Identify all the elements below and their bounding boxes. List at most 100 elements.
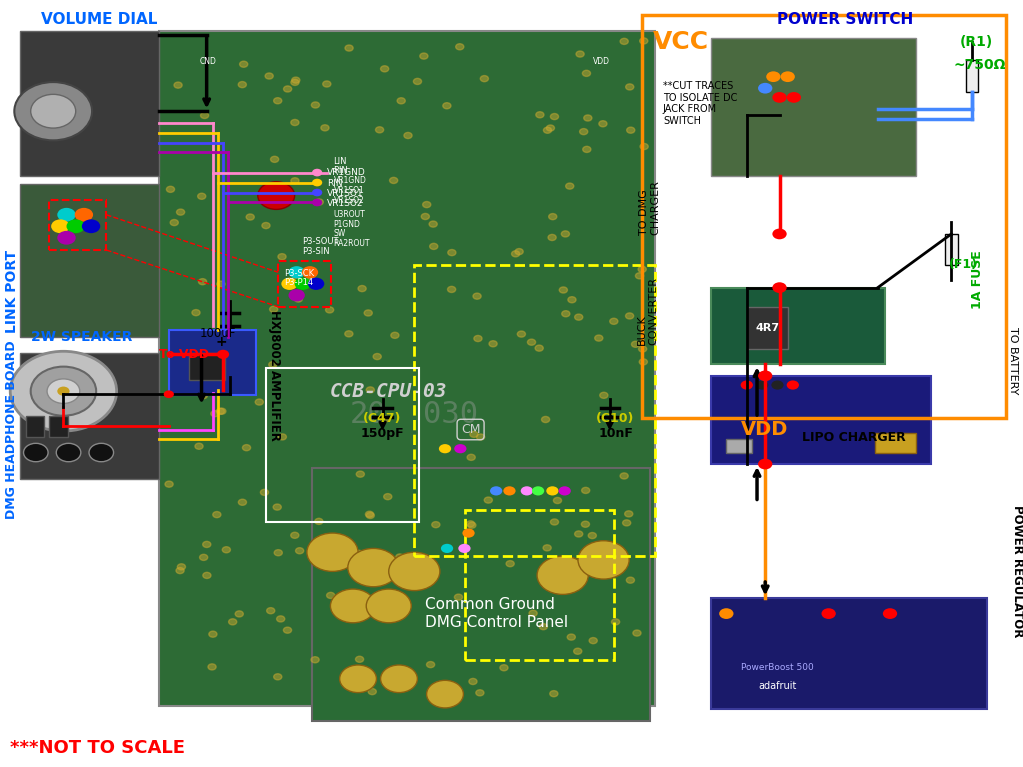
Circle shape <box>201 113 209 119</box>
Circle shape <box>311 102 319 108</box>
Bar <box>966 60 978 92</box>
Text: VDD: VDD <box>593 57 611 66</box>
Circle shape <box>639 38 648 44</box>
Text: VR1SO2: VR1SO2 <box>333 196 364 205</box>
Circle shape <box>543 545 551 551</box>
Text: CND: CND <box>199 57 216 66</box>
Circle shape <box>31 367 96 416</box>
Circle shape <box>528 339 536 345</box>
Circle shape <box>312 189 322 196</box>
Circle shape <box>515 249 523 255</box>
Circle shape <box>719 608 733 619</box>
Circle shape <box>883 608 897 619</box>
Circle shape <box>199 393 208 399</box>
Circle shape <box>238 499 247 505</box>
Circle shape <box>448 249 456 255</box>
Circle shape <box>296 548 304 554</box>
Text: 4R7: 4R7 <box>755 322 780 333</box>
Circle shape <box>203 572 211 578</box>
Bar <box>26 416 44 437</box>
Circle shape <box>216 330 224 336</box>
Circle shape <box>640 143 649 150</box>
Bar <box>20 353 159 479</box>
Circle shape <box>384 494 392 500</box>
Text: BUCK
CONVERTER: BUCK CONVERTER <box>636 277 659 344</box>
Circle shape <box>373 354 382 360</box>
Circle shape <box>512 251 520 257</box>
Circle shape <box>261 489 269 495</box>
Circle shape <box>278 434 286 440</box>
Text: POWER REGULATOR: POWER REGULATOR <box>1012 505 1023 637</box>
Text: POWER SWITCH: POWER SWITCH <box>777 12 914 27</box>
Circle shape <box>473 293 481 299</box>
Circle shape <box>548 235 557 241</box>
Circle shape <box>403 577 411 583</box>
Circle shape <box>489 341 497 347</box>
Circle shape <box>787 92 801 103</box>
Circle shape <box>610 318 618 324</box>
Circle shape <box>612 619 620 625</box>
Circle shape <box>209 631 217 637</box>
Circle shape <box>771 380 784 390</box>
Circle shape <box>89 443 114 462</box>
Circle shape <box>477 434 485 440</box>
Circle shape <box>575 314 583 320</box>
Circle shape <box>57 231 76 245</box>
Circle shape <box>454 444 466 453</box>
Circle shape <box>772 92 787 103</box>
Text: U3ROUT: U3ROUT <box>333 210 365 219</box>
Circle shape <box>31 94 76 128</box>
Bar <box>49 416 68 437</box>
Text: 030: 030 <box>422 400 478 429</box>
Circle shape <box>291 178 299 184</box>
Circle shape <box>821 608 836 619</box>
Bar <box>189 353 225 380</box>
Circle shape <box>421 213 430 219</box>
Bar <box>642 15 1006 418</box>
Circle shape <box>82 219 100 233</box>
Circle shape <box>625 313 633 319</box>
Circle shape <box>546 125 554 131</box>
Circle shape <box>211 410 219 416</box>
Text: VR1SO2: VR1SO2 <box>327 199 364 208</box>
Text: 20: 20 <box>350 400 387 429</box>
Circle shape <box>536 112 544 118</box>
Circle shape <box>429 221 437 227</box>
Circle shape <box>366 555 374 561</box>
Circle shape <box>589 637 597 644</box>
Text: **CUT TRACES
TO ISOLATE DC
JACK FROM
SWITCH: **CUT TRACES TO ISOLATE DC JACK FROM SWI… <box>663 81 738 126</box>
Circle shape <box>455 44 463 50</box>
Circle shape <box>295 278 311 290</box>
Text: VCC: VCC <box>653 30 709 54</box>
Circle shape <box>176 568 184 574</box>
Circle shape <box>756 380 768 390</box>
Circle shape <box>518 331 526 337</box>
Circle shape <box>198 278 207 285</box>
Bar <box>49 200 106 250</box>
Circle shape <box>427 680 463 708</box>
Circle shape <box>247 214 255 220</box>
Circle shape <box>469 678 477 684</box>
Circle shape <box>258 182 295 209</box>
Circle shape <box>164 390 174 398</box>
Circle shape <box>569 585 577 591</box>
Circle shape <box>766 71 781 82</box>
Circle shape <box>567 634 575 640</box>
Circle shape <box>276 616 284 622</box>
Circle shape <box>623 520 631 526</box>
Circle shape <box>476 690 484 696</box>
Bar <box>414 265 655 556</box>
Text: TO BATTERY: TO BATTERY <box>1008 327 1018 394</box>
Circle shape <box>439 444 451 453</box>
Circle shape <box>626 577 634 583</box>
Circle shape <box>626 84 634 90</box>
Circle shape <box>454 594 462 601</box>
Text: ~750Ω: ~750Ω <box>953 58 1006 72</box>
Circle shape <box>521 486 533 495</box>
Circle shape <box>366 387 374 393</box>
Bar <box>465 510 614 660</box>
Text: adafruit: adafruit <box>758 681 797 692</box>
Circle shape <box>217 281 225 287</box>
Circle shape <box>391 332 399 338</box>
Circle shape <box>758 370 772 381</box>
